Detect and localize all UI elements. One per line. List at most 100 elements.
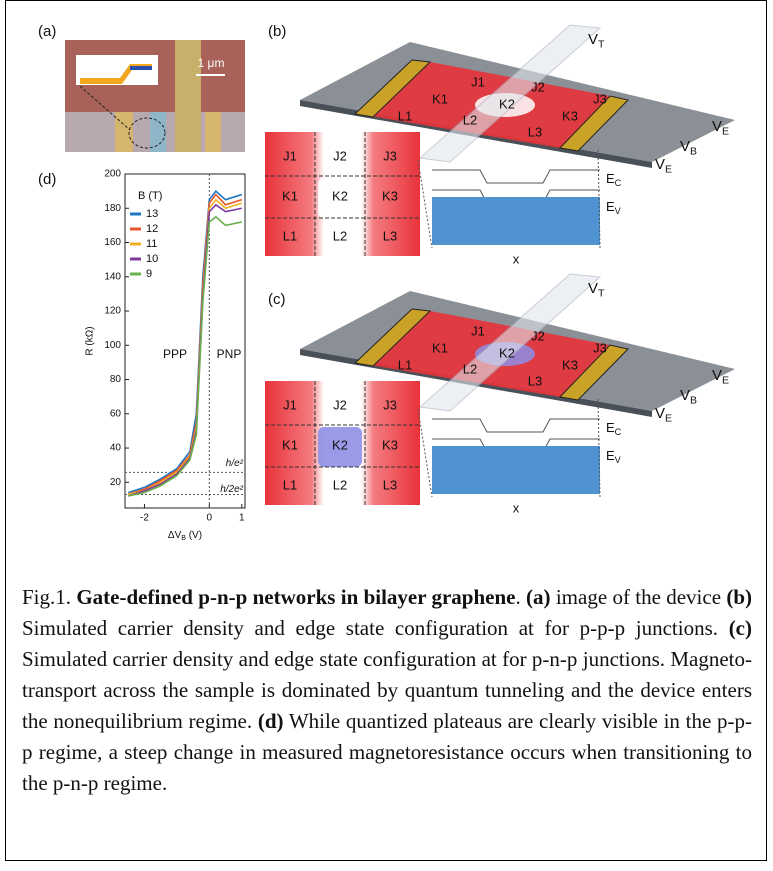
subscript: V [615, 455, 622, 465]
legend-label: 11 [146, 238, 157, 250]
annotation: PPP [163, 347, 187, 361]
symbol: V [588, 280, 598, 297]
symbol: V [712, 367, 722, 384]
region-label: L1 [283, 477, 297, 492]
band-label: EC [606, 420, 622, 437]
schematic-panel: J1J1J2J2J3J3K1K1K2K2K3K3L1L1L2L2L3L3ECEV… [265, 25, 735, 266]
region-label: J3 [593, 340, 607, 355]
unit: (V) [186, 530, 202, 541]
series-line [128, 191, 242, 492]
region-label: L3 [383, 228, 397, 243]
region-label: K3 [382, 437, 398, 452]
panel-label: (d) [38, 171, 56, 188]
axis-label: x [513, 251, 520, 266]
legend-label: 10 [146, 253, 158, 265]
symbol: V [680, 387, 690, 404]
guide [418, 409, 432, 497]
gate-label: VT [588, 31, 605, 50]
legend-label: 9 [146, 268, 152, 280]
y-axis-title: R (kΩ) [85, 326, 96, 355]
caption-text: Fig.1. [22, 585, 76, 609]
y-tick-label: 180 [104, 203, 121, 214]
guide [418, 160, 432, 248]
band-label: EV [606, 448, 622, 465]
caption-text: image of the device [551, 585, 727, 609]
region-label: J1 [283, 397, 297, 412]
region-label: J2 [531, 79, 545, 94]
y-tick-label: 20 [110, 477, 122, 488]
region-label: J3 [383, 148, 397, 163]
region-label: J2 [333, 397, 347, 412]
caption-text: . [515, 585, 526, 609]
symbol: E [606, 171, 615, 186]
subscript: V [615, 206, 622, 216]
y-tick-label: 120 [104, 306, 121, 317]
scale-bar-label: 1 μm [198, 56, 225, 70]
subscript: C [615, 178, 622, 188]
region-label: L2 [333, 477, 347, 492]
y-tick-label: 100 [104, 340, 121, 351]
legend-label: 13 [146, 208, 158, 220]
filled-band [432, 446, 600, 494]
caption-emphasis: (c) [729, 616, 752, 640]
annotation: PNP [217, 347, 242, 361]
region-label: L3 [528, 124, 542, 139]
subscript: C [615, 427, 622, 437]
region-label: J2 [531, 328, 545, 343]
caption-text: Simulated carrier density and edge state… [22, 616, 729, 640]
region-label: L2 [333, 228, 347, 243]
caption-emphasis: (b) [726, 585, 752, 609]
symbol: V [655, 405, 665, 422]
gate-label: VB [680, 138, 697, 157]
region-label: K2 [332, 437, 348, 452]
symbol: V [712, 118, 722, 135]
schematic-panel: J1J1J2J2J3J3K1K1K2K2K3K3L1L1L2L2L3L3ECEV… [265, 274, 735, 515]
subscript: T [598, 287, 605, 299]
gate-label: VE [655, 405, 672, 424]
gate-label: VE [655, 156, 672, 175]
region-label: K1 [282, 188, 298, 203]
region-label: K1 [432, 91, 448, 106]
symbol: E [606, 199, 615, 214]
region-label: J1 [471, 74, 485, 89]
symbol: V [680, 138, 690, 155]
x-tick-label: 0 [207, 513, 213, 524]
region-label: J3 [383, 397, 397, 412]
gate-label: VT [588, 280, 605, 299]
symbol: ΔV [168, 530, 182, 541]
region-label: K1 [282, 437, 298, 452]
symbol: V [588, 31, 598, 48]
subscript: E [665, 163, 672, 175]
caption-emphasis: (a) [526, 585, 551, 609]
subscript: B [690, 145, 697, 157]
region-label: L1 [398, 108, 412, 123]
region-label: J3 [593, 91, 607, 106]
region-label: K2 [499, 345, 515, 360]
axis-label: x [513, 500, 520, 515]
caption: Fig.1. Gate-defined p-n-p networks in bi… [22, 582, 752, 799]
y-tick-label: 60 [110, 408, 122, 419]
region-label: J1 [283, 148, 297, 163]
reference-label: h/e² [226, 458, 244, 469]
region-label: L2 [463, 112, 477, 127]
region-label: L1 [398, 357, 412, 372]
subscript: E [665, 412, 672, 424]
schematics: J1J1J2J2J3J3K1K1K2K2K3K3L1L1L2L2L3L3ECEV… [265, 25, 735, 515]
subscript: B [690, 394, 697, 406]
y-tick-label: 40 [110, 443, 122, 454]
symbol: E [606, 448, 615, 463]
band-label: EC [606, 171, 622, 188]
conduction-band [432, 419, 600, 432]
subscript: T [598, 38, 605, 50]
subscript: E [722, 374, 729, 386]
panel-label: (b) [268, 23, 286, 40]
page: (a) 1 μm (b) (c) (d) J1 J1 J2 J2 J3 J3 K1 K1 K2 K… [0, 0, 773, 871]
y-tick-label: 160 [104, 237, 121, 248]
region-label: K2 [499, 96, 515, 111]
panel-label: (a) [38, 23, 56, 40]
region-label: J1 [471, 323, 485, 338]
region-label: K3 [562, 108, 578, 123]
region-label: K2 [332, 188, 348, 203]
caption-emphasis: Gate-defined p-n-p networks in bilayer g… [76, 585, 515, 609]
